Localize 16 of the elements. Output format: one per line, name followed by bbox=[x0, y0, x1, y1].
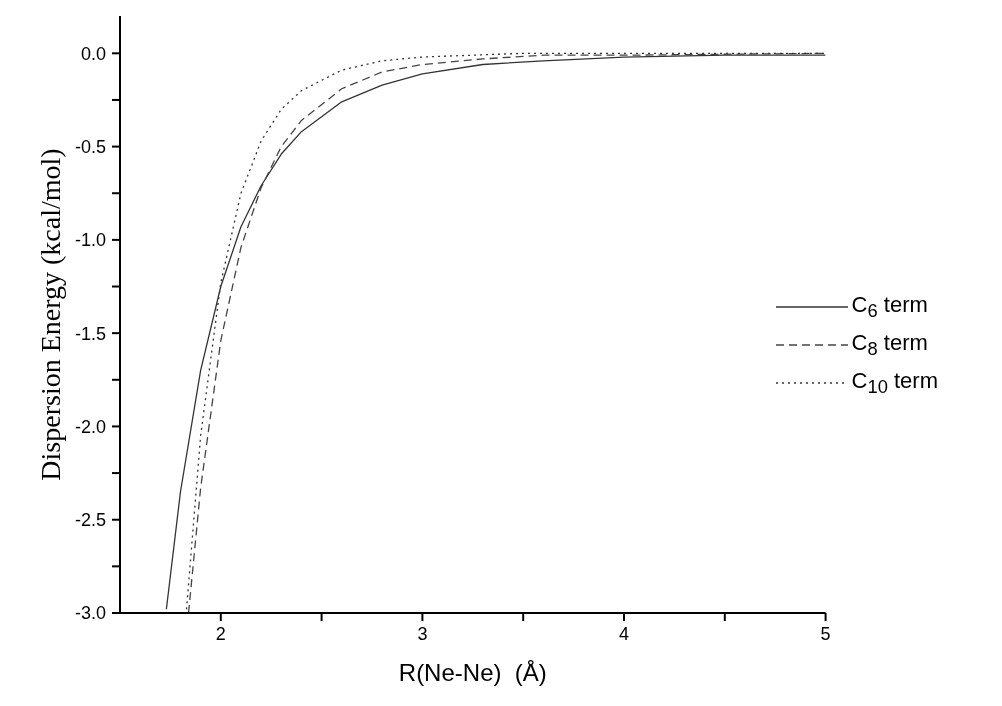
y-tick-label: 0.0 bbox=[80, 43, 106, 64]
y-tick-label: -2.5 bbox=[74, 510, 106, 531]
x-tick-label: 2 bbox=[215, 623, 226, 644]
y-tick-label: -2.0 bbox=[74, 416, 106, 437]
y-tick-label: -1.5 bbox=[74, 323, 106, 344]
legend-label: C$_{6}$ term bbox=[851, 291, 928, 323]
x-tick-label: 4 bbox=[618, 623, 629, 644]
x-axis-title: R(Ne-Ne) (Å) bbox=[398, 659, 547, 686]
legend-label: C$_{8}$ term bbox=[851, 329, 928, 361]
x-tick-label: 5 bbox=[820, 623, 831, 644]
x-tick-label: 3 bbox=[417, 623, 428, 644]
y-tick-label: -0.5 bbox=[74, 136, 106, 157]
y-axis-title: Dispersion Energy (kcal/mol) bbox=[35, 148, 66, 481]
y-tick-label: -3.0 bbox=[74, 603, 106, 624]
y-tick-label: -1.0 bbox=[74, 230, 106, 251]
legend-label: C$_{10}$ term bbox=[851, 367, 938, 399]
